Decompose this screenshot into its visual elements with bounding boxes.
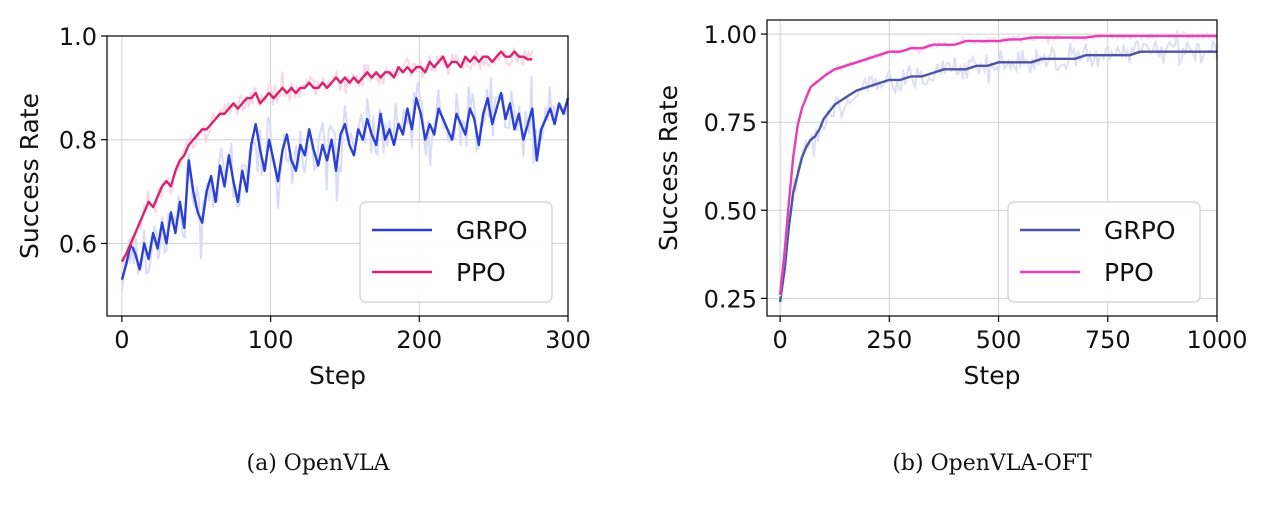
legend-label-grpo: GRPO	[456, 216, 528, 245]
legend-label-ppo: PPO	[1104, 258, 1154, 287]
x-tick-label: 200	[396, 326, 442, 354]
x-tick-label: 300	[545, 326, 591, 354]
legend-label-ppo: PPO	[456, 258, 506, 287]
series-line-ppo	[120, 50, 533, 263]
legend: GRPO PPO	[359, 201, 553, 303]
x-axis-label: Step	[309, 361, 366, 390]
panel-openvla: 0 100 200 300 0.6 0.8 1.0 Step Success Rate GRPO P…	[15, 23, 591, 390]
x-tick-label: 100	[248, 326, 294, 354]
y-tick-label: 0.50	[704, 197, 757, 225]
series-raw-grpo	[120, 75, 569, 292]
caption-openvla: (a) OpenVLA	[247, 451, 391, 476]
y-axis-label: Success Rate	[15, 93, 44, 259]
caption-openvla-oft: (b) OpenVLA-OFT	[892, 451, 1092, 476]
legend: GRPO PPO	[1007, 201, 1201, 303]
legend-box	[359, 201, 553, 303]
y-tick-label: 1.0	[59, 23, 97, 51]
legend-box	[1007, 201, 1201, 303]
legend-label-grpo: GRPO	[1104, 216, 1176, 245]
y-tick-label: 0.6	[59, 230, 97, 258]
axes-frame	[106, 35, 569, 317]
panel-openvla-oft: 0 250 500 750 1000 0.25 0.50 0.75 1.00 Step Succes…	[654, 19, 1248, 390]
x-tick-label: 250	[866, 326, 912, 354]
series-raw-grpo	[779, 30, 1218, 309]
y-tick-label: 0.8	[59, 127, 97, 155]
x-axis-label: Step	[964, 361, 1021, 390]
x-tick-label: 0	[114, 326, 129, 354]
axes-frame	[766, 19, 1218, 317]
y-tick-label: 0.25	[704, 285, 757, 313]
x-tick-label: 1000	[1186, 326, 1247, 354]
y-tick-label: 1.00	[704, 21, 757, 49]
x-tick-label: 0	[772, 326, 787, 354]
y-tick-label: 0.75	[704, 109, 757, 137]
series-line-grpo	[778, 50, 1217, 303]
series-line-grpo	[120, 91, 570, 281]
x-tick-label: 500	[976, 326, 1022, 354]
x-tick-label: 750	[1085, 326, 1131, 354]
series-line-ppo	[778, 34, 1217, 296]
y-axis-label: Success Rate	[654, 85, 683, 251]
